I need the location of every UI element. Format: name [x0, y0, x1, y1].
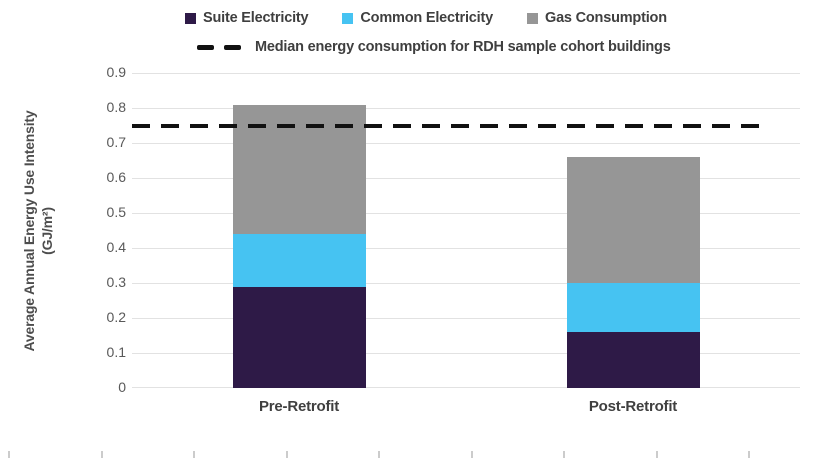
bar-segment-post-retrofit-common-electricity — [566, 283, 700, 332]
gridline — [132, 108, 800, 109]
legend-label-median-line: Median energy consumption for RDH sample… — [255, 39, 671, 55]
legend-item-common-electricity: Common Electricity — [342, 10, 493, 26]
ruler-tick — [655, 451, 658, 458]
gridline — [132, 73, 800, 74]
bottom-ruler-ticks — [0, 450, 825, 458]
ruler-tick — [378, 451, 380, 458]
gridline — [132, 353, 800, 354]
ruler-tick — [470, 451, 473, 458]
bar-segment-post-retrofit-gas-consumption — [566, 157, 700, 283]
gridline — [132, 143, 800, 144]
ruler-tick — [285, 451, 288, 458]
x-label-post-retrofit: Post-Retrofit — [588, 398, 678, 415]
x-axis-labels: Pre-Retrofit Post-Retrofit — [132, 398, 800, 415]
common-electricity-swatch — [342, 12, 354, 24]
y-axis-tick-labels: 0.9 0.8 0.7 0.6 0.5 0.4 0.3 0.2 0.1 0 — [0, 64, 126, 395]
legend-item-median-line: Median energy consumption for RDH sample… — [197, 39, 671, 55]
y-tick-label: 0.8 — [106, 99, 126, 115]
gridline — [132, 213, 800, 214]
legend-item-suite-electricity: Suite Electricity — [185, 10, 309, 26]
legend-label-common-electricity: Common Electricity — [360, 10, 493, 26]
ruler-tick — [748, 451, 750, 458]
suite-electricity-swatch — [185, 12, 196, 24]
ruler-tick — [563, 451, 565, 458]
y-tick-label: 0.6 — [106, 169, 126, 185]
plot-area — [132, 73, 800, 388]
dashed-line-icon — [197, 44, 241, 50]
gridline — [132, 283, 800, 284]
y-tick-label: 0.2 — [106, 309, 126, 325]
gridline — [132, 248, 800, 249]
bar-segment-pre-retrofit-common-electricity — [232, 234, 366, 287]
ruler-tick — [193, 451, 195, 458]
gridline — [132, 387, 800, 388]
gas-consumption-swatch — [526, 12, 538, 24]
y-tick-label: 0 — [118, 379, 126, 395]
x-label-pre-retrofit: Pre-Retrofit — [258, 398, 340, 415]
bar-segment-post-retrofit-suite-electricity — [566, 332, 700, 388]
y-tick-label: 0.9 — [106, 64, 126, 80]
gridline — [132, 178, 800, 179]
bar-segment-pre-retrofit-suite-electricity — [232, 286, 366, 388]
legend-label-suite-electricity: Suite Electricity — [203, 10, 309, 26]
legend-label-gas-consumption: Gas Consumption — [544, 10, 667, 26]
gridline — [132, 318, 800, 319]
chart-legend: Suite Electricity Common Electricity Gas… — [185, 10, 667, 26]
ruler-tick — [100, 451, 103, 458]
y-tick-label: 0.4 — [106, 239, 126, 255]
y-tick-label: 0.7 — [106, 134, 126, 150]
y-tick-label: 0.1 — [106, 344, 126, 360]
y-tick-label: 0.3 — [106, 274, 126, 290]
y-tick-label: 0.5 — [106, 204, 126, 220]
median-reference-line — [132, 123, 764, 128]
ruler-tick — [8, 451, 10, 458]
legend-item-gas-consumption: Gas Consumption — [526, 10, 667, 26]
